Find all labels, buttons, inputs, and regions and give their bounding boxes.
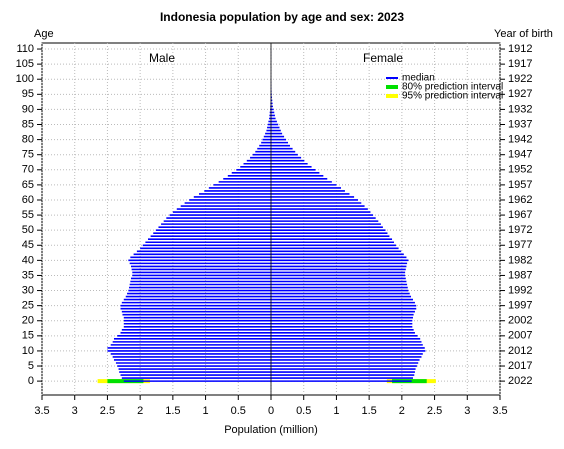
y2-tick-label: 1997 <box>508 300 532 312</box>
x-tick-label: 3 <box>72 405 78 417</box>
y-tick-label: 85 <box>22 118 34 130</box>
y2-tick-label: 1957 <box>508 179 532 191</box>
y2-tick-label: 1937 <box>508 118 532 130</box>
y-tick-label: 110 <box>16 43 34 55</box>
x-tick-label: 0 <box>268 405 274 417</box>
x-tick-label: 2 <box>399 405 405 417</box>
x-tick-label: 3 <box>464 405 470 417</box>
y-tick-label: 40 <box>22 254 34 266</box>
x-tick-label: 1 <box>203 405 209 417</box>
y-tick-label: 80 <box>22 134 34 146</box>
y2-tick-label: 1922 <box>508 73 532 85</box>
y-tick-label: 105 <box>16 58 34 70</box>
y-tick-label: 45 <box>22 239 34 251</box>
y2-tick-label: 1967 <box>508 209 532 221</box>
y2-tick-label: 1942 <box>508 134 532 146</box>
legend-label: median <box>402 73 435 84</box>
y-axis-label: Age <box>34 28 54 40</box>
y2-tick-label: 1932 <box>508 103 532 115</box>
y-tick-label: 10 <box>22 345 34 357</box>
y2-tick-label: 1972 <box>508 224 532 236</box>
y2-tick-label: 1987 <box>508 269 532 281</box>
legend-label: 80% prediction interval <box>402 82 503 93</box>
y-tick-label: 25 <box>22 300 34 312</box>
x-tick-label: 3.5 <box>34 405 49 417</box>
y-tick-label: 95 <box>22 88 34 100</box>
y2-tick-label: 1912 <box>508 43 532 55</box>
x-tick-label: 2 <box>137 405 143 417</box>
x-axis-label: Population (million) <box>224 424 318 436</box>
y2-tick-label: 1952 <box>508 164 532 176</box>
x-tick-label: 1.5 <box>361 405 376 417</box>
y-tick-label: 100 <box>16 73 34 85</box>
y-tick-label: 20 <box>22 315 34 327</box>
x-tick-label: 1.5 <box>165 405 180 417</box>
y-tick-label: 15 <box>22 330 34 342</box>
y2-tick-label: 1992 <box>508 284 532 296</box>
x-tick-label: 2.5 <box>427 405 442 417</box>
x-tick-label: 1 <box>333 405 339 417</box>
series-label: Female <box>363 51 403 65</box>
y2-tick-label: 1982 <box>508 254 532 266</box>
x-tick-label: 2.5 <box>100 405 115 417</box>
y-tick-label: 75 <box>22 149 34 161</box>
y2-tick-label: 2007 <box>508 330 532 342</box>
y2-tick-label: 1977 <box>508 239 532 251</box>
y2-tick-label: 1927 <box>508 88 532 100</box>
y2-tick-label: 1947 <box>508 149 532 161</box>
y-tick-label: 30 <box>22 284 34 296</box>
y-tick-label: 90 <box>22 103 34 115</box>
y-tick-label: 65 <box>22 179 34 191</box>
y-tick-label: 55 <box>22 209 34 221</box>
y-tick-label: 60 <box>22 194 34 206</box>
y2-tick-label: 2002 <box>508 315 532 327</box>
legend-label: 95% prediction interval <box>402 91 503 102</box>
x-tick-label: 0.5 <box>231 405 246 417</box>
y2-tick-label: 1917 <box>508 58 532 70</box>
y-tick-label: 5 <box>28 360 34 372</box>
chart-title: Indonesia population by age and sex: 202… <box>160 10 404 24</box>
y2-axis-label: Year of birth <box>494 28 553 40</box>
y2-tick-label: 2022 <box>508 375 532 387</box>
x-tick-label: 0.5 <box>296 405 311 417</box>
y2-tick-label: 2012 <box>508 345 532 357</box>
x-tick-label: 3.5 <box>492 405 507 417</box>
y-tick-label: 70 <box>22 164 34 176</box>
y2-tick-label: 2017 <box>508 360 532 372</box>
y-tick-label: 35 <box>22 269 34 281</box>
series-label: Male <box>149 51 175 65</box>
y-tick-label: 0 <box>28 375 34 387</box>
y2-tick-label: 1962 <box>508 194 532 206</box>
y-tick-label: 50 <box>22 224 34 236</box>
